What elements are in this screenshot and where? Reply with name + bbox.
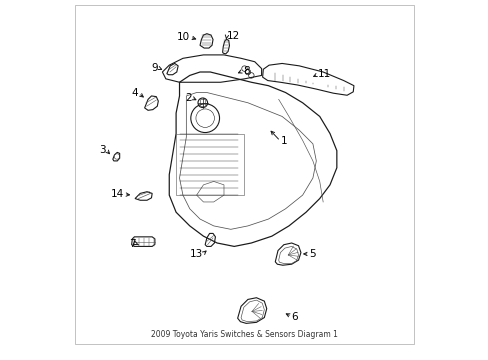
Text: 8: 8 — [243, 66, 249, 76]
Text: 2009 Toyota Yaris Switches & Sensors Diagram 1: 2009 Toyota Yaris Switches & Sensors Dia… — [151, 330, 337, 339]
Text: 10: 10 — [176, 32, 189, 42]
Text: 14: 14 — [111, 189, 124, 199]
Text: 2: 2 — [184, 93, 191, 103]
Text: 13: 13 — [189, 249, 203, 259]
Text: 5: 5 — [309, 249, 315, 259]
Text: 3: 3 — [99, 145, 106, 155]
Text: 12: 12 — [226, 31, 240, 41]
Text: 6: 6 — [291, 311, 298, 321]
Text: 1: 1 — [280, 136, 286, 146]
Text: 4: 4 — [132, 88, 138, 98]
Text: 9: 9 — [151, 63, 158, 73]
Text: 11: 11 — [317, 69, 330, 80]
Text: 7: 7 — [129, 239, 136, 249]
